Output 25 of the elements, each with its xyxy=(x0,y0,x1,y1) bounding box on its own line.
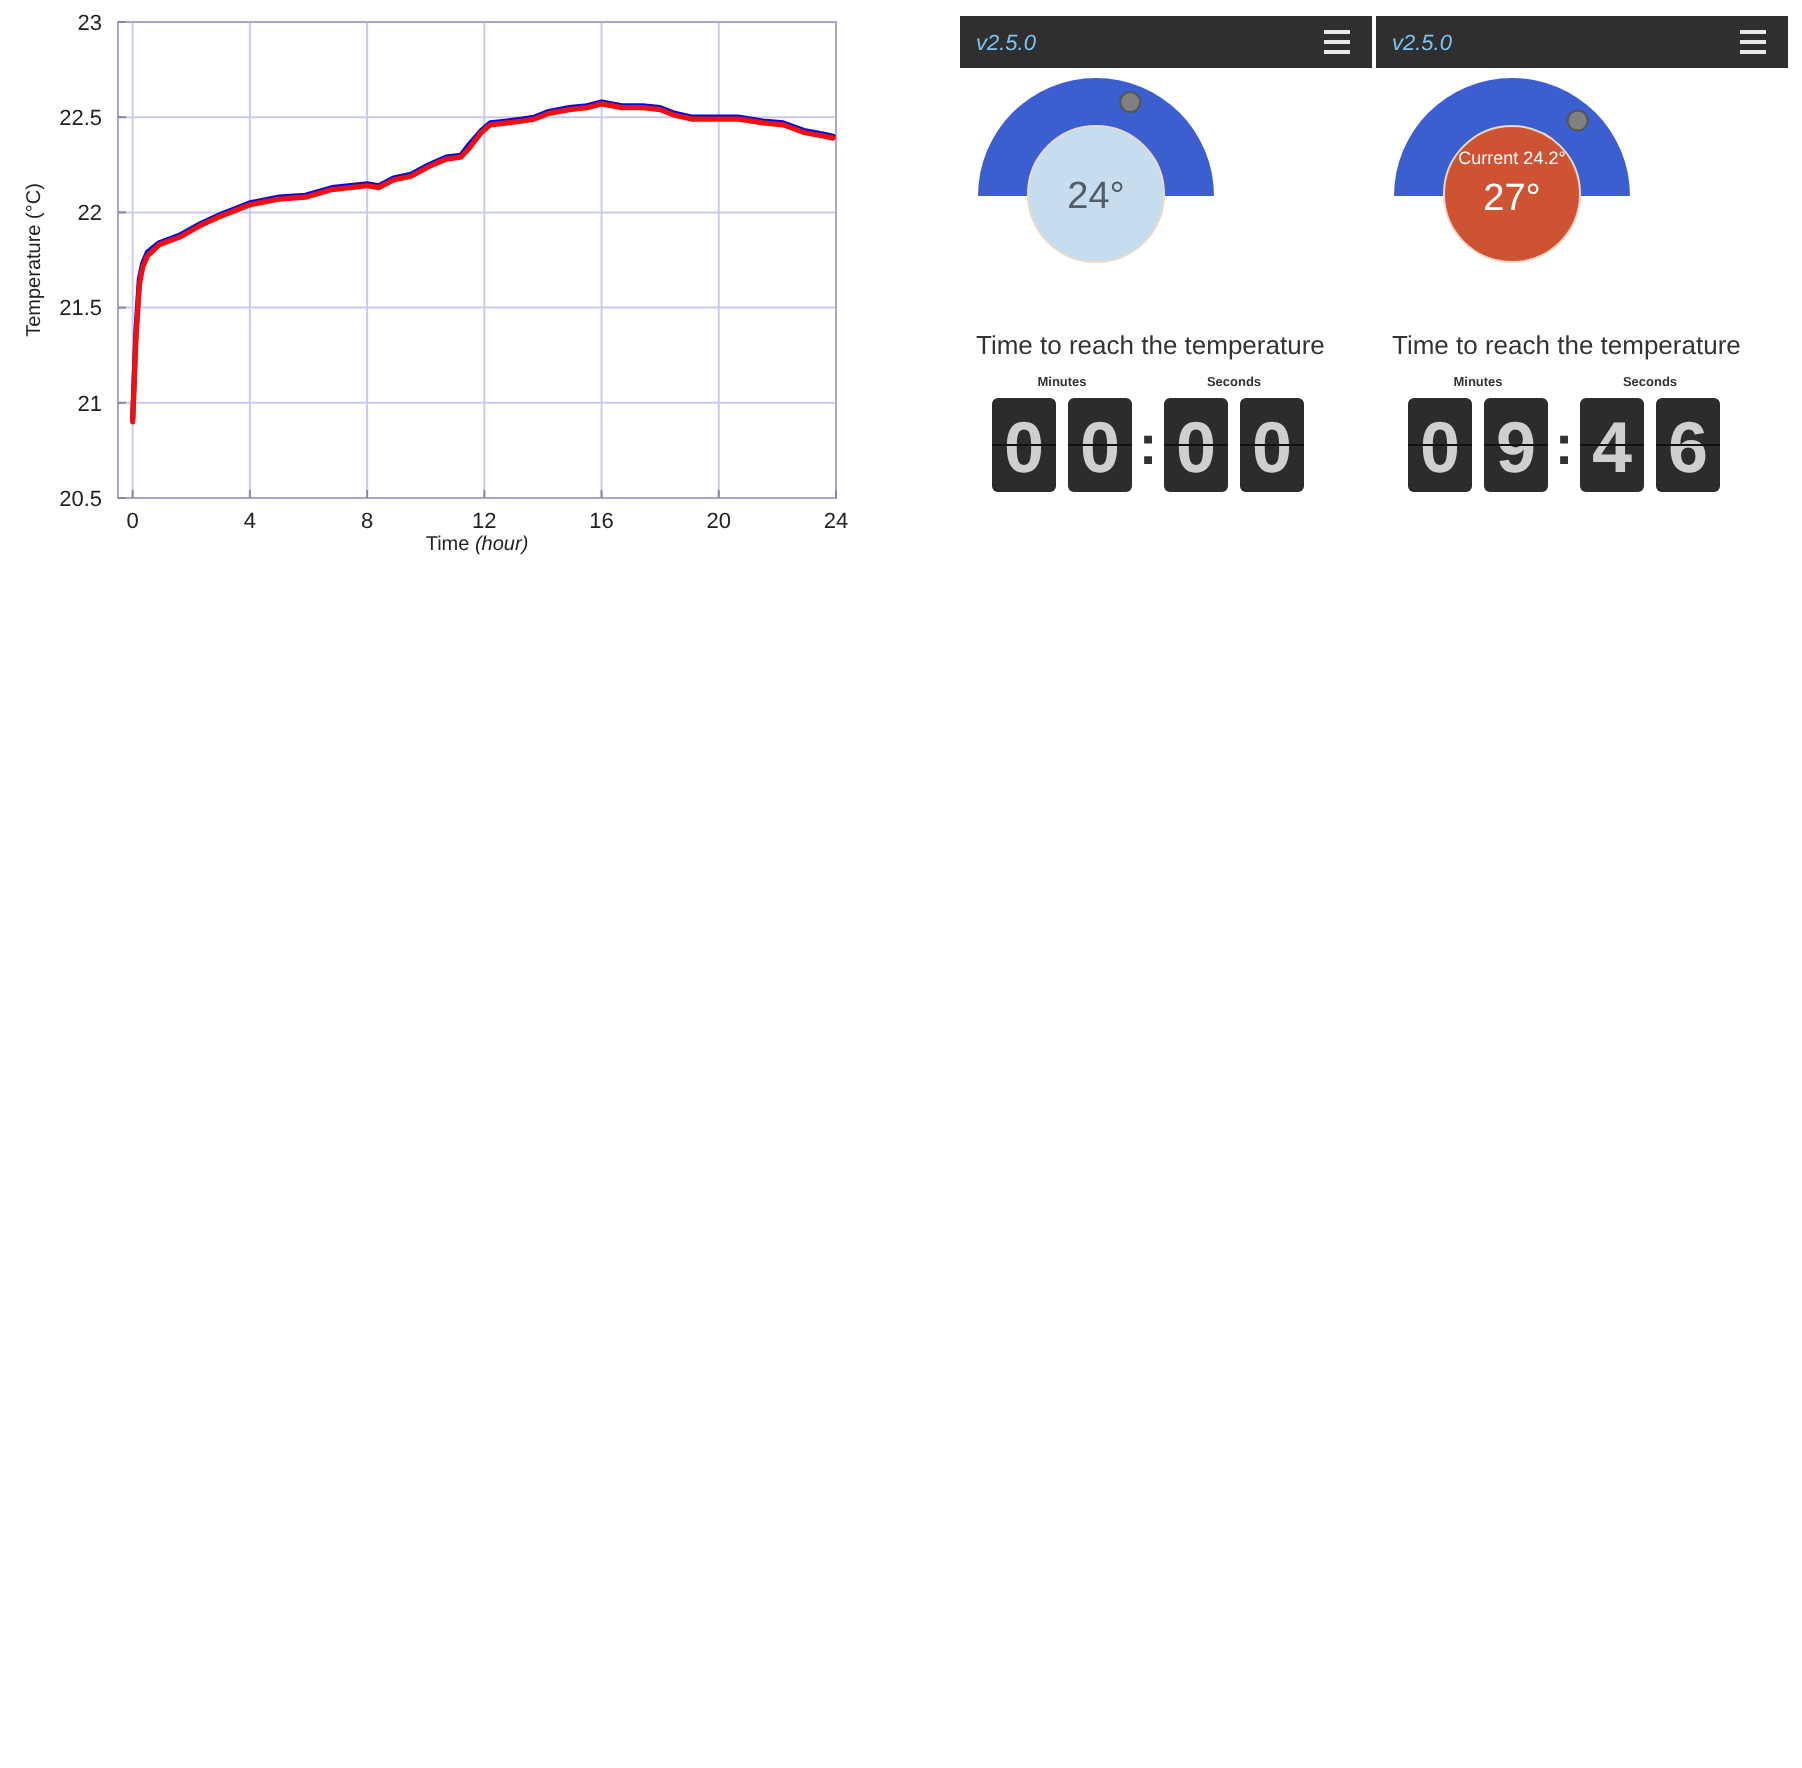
x-tick-label: 8 xyxy=(360,510,374,534)
y-tick-label: 21.5 xyxy=(59,297,102,322)
y-tick-label: 22.5 xyxy=(59,106,102,131)
text: Current 24.2° xyxy=(1458,148,1567,168)
text: Time to reach the temperature xyxy=(1392,330,1741,360)
x-axis-title: Time (hour) xyxy=(425,534,529,556)
x-tick-label: 0 xyxy=(126,510,139,534)
y-tick-label: 21 xyxy=(77,392,102,417)
y-tick-label: 20.5 xyxy=(59,487,102,512)
text: 27° xyxy=(1483,178,1541,220)
y-tick-label: 22 xyxy=(77,202,102,227)
x-tick-label: 12 xyxy=(472,510,497,534)
text: : xyxy=(1554,414,1574,476)
x-tick-label: 4 xyxy=(243,510,256,534)
text: v2.5.0 xyxy=(1392,32,1454,56)
x-tick-label: 20 xyxy=(706,510,732,534)
x-tick-label: 24 xyxy=(823,510,849,534)
text: 24° xyxy=(1067,176,1125,218)
text: 9 xyxy=(1495,406,1537,488)
text: Time to reach the temperature xyxy=(976,330,1325,360)
y-tick-label: 23 xyxy=(77,11,102,36)
x-tick-label: 16 xyxy=(589,510,614,534)
y-axis-title: Temperature (°C) xyxy=(24,183,46,337)
text: : xyxy=(1138,414,1158,476)
text: v2.5.0 xyxy=(976,32,1038,56)
